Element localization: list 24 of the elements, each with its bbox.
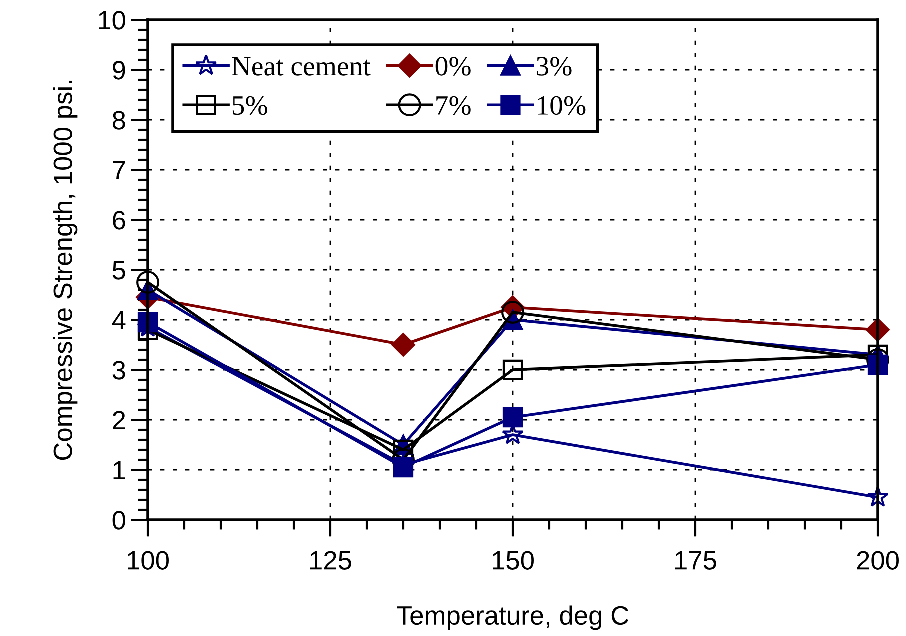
x-tick-label: 150 [493, 551, 534, 570]
x-tick-label: 175 [676, 552, 716, 570]
legend-label: 3% [537, 57, 572, 76]
y-tick-label: 6 [113, 211, 126, 230]
y-tick-label: 1 [114, 461, 126, 480]
legend-label: Neat cement [232, 57, 371, 76]
legend-label: 0% [436, 57, 471, 76]
x-tick-label: 100 [128, 551, 169, 570]
y-tick-label: 9 [113, 61, 126, 80]
x-tick-label: 200 [857, 551, 899, 570]
y-tick-label: 7 [113, 161, 126, 180]
y-tick-label: 0 [112, 511, 126, 530]
y-tick-label: 3 [112, 361, 126, 380]
legend-label: 10% [538, 96, 586, 116]
legend-label: 7% [436, 96, 471, 116]
y-tick-label: 10 [99, 11, 126, 30]
y-tick-label: 4 [112, 311, 126, 330]
y-axis-title: Compressive Strength, 1000 psi. [53, 80, 78, 460]
x-tick-label: 125 [310, 551, 352, 570]
legend-label: 5% [232, 96, 268, 116]
y-tick-label: 5 [112, 261, 126, 280]
y-tick-label: 2 [113, 411, 126, 430]
x-axis-title: Temperature, deg C [397, 606, 629, 630]
y-tick-label: 8 [112, 111, 126, 130]
